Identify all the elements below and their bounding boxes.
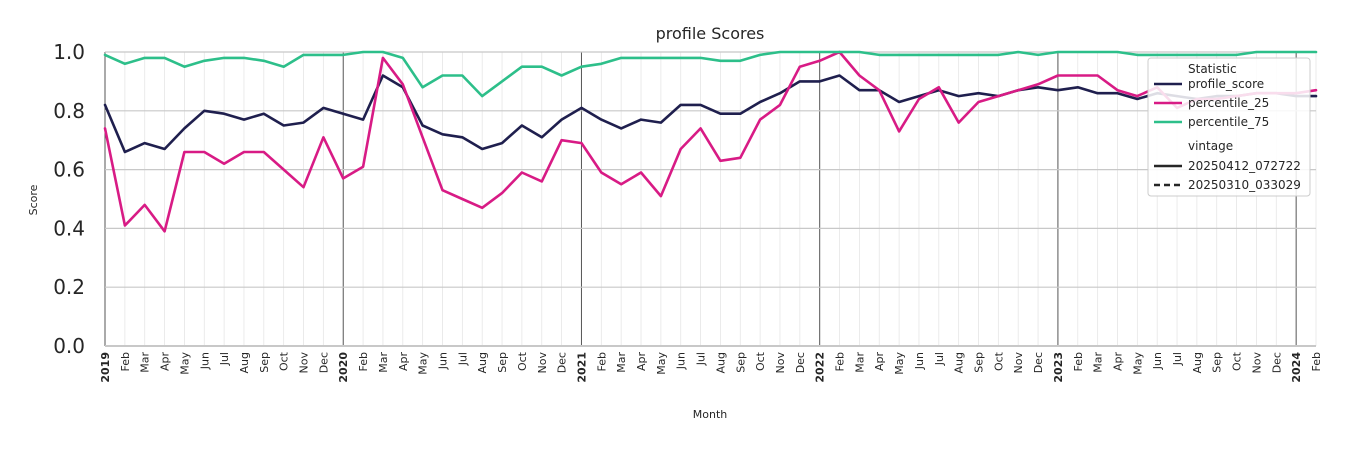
x-tick-label: Mar [615,352,628,373]
x-tick-label: Dec [1270,352,1283,373]
x-tick-label: Apr [873,352,886,372]
x-tick-label: Apr [1111,352,1124,372]
legend-label: profile_score [1188,77,1264,91]
x-tick-label: 2022 [814,352,827,383]
x-tick-label: Feb [595,352,608,371]
x-tick-label: Nov [774,352,787,374]
x-tick-label: 2019 [99,352,112,383]
x-tick-label: Jul [456,352,469,366]
x-tick-label: Aug [1191,352,1204,373]
x-tick-label: Feb [357,352,370,371]
x-tick-label: Mar [139,352,152,373]
y-tick-label: 0.0 [53,334,85,358]
x-tick-label: Jul [218,352,231,366]
x-tick-label: Aug [714,352,727,373]
legend-title-vintage: vintage [1188,139,1233,153]
x-tick-label: Nov [536,352,549,374]
x-tick-label: Nov [1012,352,1025,374]
x-tick-label: Feb [834,352,847,371]
legend-label-vintage: 20250412_072722 [1188,159,1301,173]
y-tick-label: 1.0 [53,40,85,64]
x-tick-label: Mar [1092,352,1105,373]
x-tick-label: 2021 [575,352,588,383]
x-tick-label: Mar [853,352,866,373]
x-tick-label: May [1131,352,1144,375]
series-line-percentile-25 [103,50,1318,233]
x-tick-label: Oct [754,351,767,371]
x-tick-label: Feb [1072,352,1085,371]
x-tick-label: Jun [198,352,211,370]
x-tick-label: Oct [1231,351,1244,371]
x-tick-label: Dec [794,352,807,373]
x-tick-label: Nov [298,352,311,374]
y-tick-label: 0.2 [53,275,85,299]
x-tick-label: Oct [992,351,1005,371]
legend-label: percentile_75 [1188,115,1269,129]
x-tick-label: May [893,352,906,375]
x-tick-label: Apr [397,352,410,372]
x-tick-label: Sep [496,352,509,373]
legend-label-vintage: 20250310_033029 [1188,178,1301,192]
x-tick-label: 2024 [1290,352,1303,383]
x-tick-label: Dec [317,352,330,373]
x-tick-label: Feb [1310,352,1323,371]
legend-box [1147,57,1311,197]
x-tick-label: 2020 [337,352,350,383]
x-tick-label: Jul [933,352,946,366]
x-tick-label: Jun [1151,352,1164,370]
x-axis-label: Month [693,408,728,421]
x-tick-label: Oct [516,351,529,371]
x-tick-label: Mar [377,352,390,373]
series-line-profile-score [103,74,1318,154]
x-tick-label: Nov [1250,352,1263,374]
x-tick-label: Aug [953,352,966,373]
x-tick-label: Sep [973,352,986,373]
legend-title-statistic: Statistic [1188,62,1237,76]
y-axis-label: Score [27,184,40,215]
series-line-percentile-75 [103,50,1318,98]
x-tick-label: Dec [1032,352,1045,373]
x-tick-label: Aug [476,352,489,373]
x-tick-label: Sep [1211,352,1224,373]
x-tick-label: 2023 [1052,352,1065,383]
x-tick-label: May [178,352,191,375]
y-tick-label: 0.4 [53,216,85,240]
x-tick-label: Jul [695,352,708,366]
x-tick-label: Feb [119,352,132,371]
x-tick-label: May [417,352,430,375]
x-tick-label: Apr [159,352,172,372]
y-tick-label: 0.6 [53,158,85,182]
x-tick-label: Oct [278,351,291,371]
x-tick-label: Sep [258,352,271,373]
chart-title: profile Scores [656,24,765,43]
x-tick-label: Apr [635,352,648,372]
x-tick-label: May [655,352,668,375]
x-tick-label: Jun [913,352,926,370]
x-tick-label: Aug [238,352,251,373]
legend-label: percentile_25 [1188,96,1269,110]
y-tick-label: 0.8 [53,99,85,123]
series-layer [103,50,1318,233]
x-tick-label: Jul [1171,352,1184,366]
x-tick-label: Jun [436,352,449,370]
x-tick-label: Dec [556,352,569,373]
x-tick-label: Jun [675,352,688,370]
axis-layer: 0.0 0.2 0.4 0.6 0.8 1.0 2019 Feb Mar Apr May Jun Jul… [53,40,1323,383]
x-tick-label: Sep [734,352,747,373]
